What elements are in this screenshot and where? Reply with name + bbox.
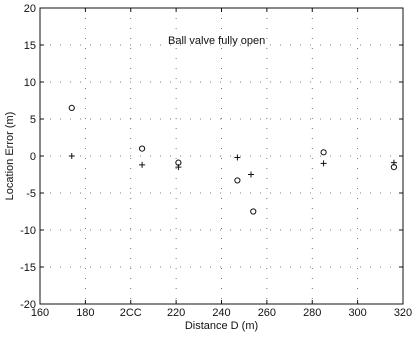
data-point-plus [234, 154, 241, 161]
data-point-circle [234, 177, 241, 184]
x-tick-label: 280 [303, 307, 321, 319]
y-tick-label: -5 [26, 188, 36, 200]
x-tick-label: 260 [258, 307, 276, 319]
x-tick-label: 180 [76, 307, 94, 319]
plot-frame [39, 7, 404, 305]
y-tick-label: -10 [20, 225, 36, 237]
y-tick-label: 20 [24, 3, 36, 15]
data-point-plus [175, 164, 182, 171]
data-point-plus [139, 161, 146, 168]
x-tick-label: 320 [394, 307, 412, 319]
grid-layer [40, 8, 403, 304]
x-tick-label: 2CC [120, 307, 142, 319]
data-point-plus [247, 171, 254, 178]
data-point-circle [320, 149, 327, 156]
y-axis-label: Location Error (m) [4, 112, 16, 201]
x-tick-label: 240 [212, 307, 230, 319]
data-point-circle [250, 208, 257, 215]
data-point-plus [320, 160, 327, 167]
data-point-circle [138, 145, 146, 152]
data-point-plus [390, 159, 397, 166]
y-tick-label: 15 [24, 40, 36, 52]
data-point-circle [68, 104, 75, 112]
y-tick-label: 0 [30, 151, 36, 163]
y-tick-label: -15 [20, 262, 36, 274]
marks-layer [68, 104, 398, 215]
ticks-layer: 160 180 2CC 220 240 260 280 300 320 -20 -15 -10 -5 0 5… [20, 3, 412, 319]
y-tick-label: 10 [24, 77, 36, 89]
y-tick-label: -20 [20, 299, 36, 311]
y-tick-label: 5 [30, 114, 36, 126]
x-tick-label: 160 [31, 307, 49, 319]
x-tick-label: 300 [348, 307, 366, 319]
data-point-plus [68, 153, 75, 159]
x-axis-label: Distance D (m) [185, 320, 258, 332]
x-tick-label: 220 [167, 307, 185, 319]
chart-annotation: Ball valve fully open [168, 35, 265, 47]
